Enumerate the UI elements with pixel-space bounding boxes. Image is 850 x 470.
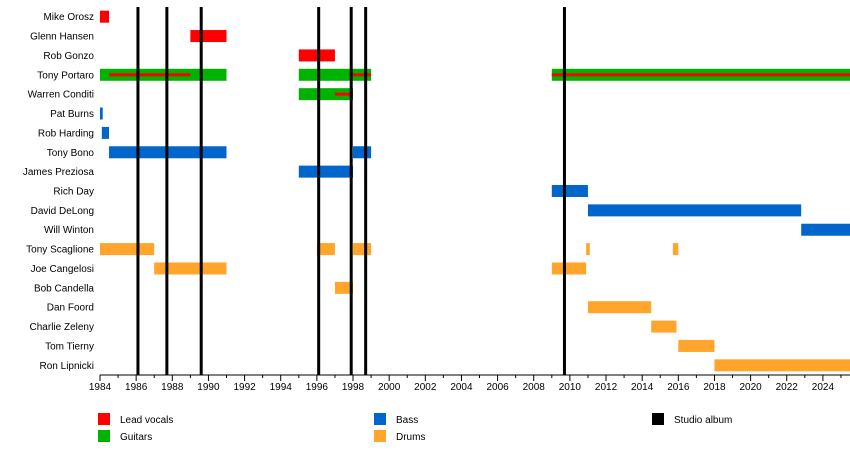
bar-drums [714,359,850,372]
x-tick-label: 1998 [342,382,365,393]
x-tick-label: 1984 [89,382,112,393]
bar-bass [551,185,588,197]
bar-drums [651,320,677,333]
legend-label-drums: Drums [396,432,425,443]
x-tick-label: 2004 [450,382,473,393]
x-tick-label: 2010 [559,382,582,393]
bar-drums [587,301,652,314]
legend: Lead vocals Guitars Bass Drums Studio album [98,413,732,443]
member-label: Tony Portaro [37,70,94,81]
x-tick-label: 2020 [739,382,762,393]
member-label: Rich Day [53,187,94,198]
bar-drums [678,339,715,352]
x-tick-label: 1996 [306,382,329,393]
legend-label-bass: Bass [396,415,418,426]
member-labels: Mike Orosz Glenn Hansen Rob Gonzo Tony Port… [23,12,95,372]
bar-vocals [100,10,110,23]
x-tick-label: 1986 [125,382,148,393]
member-label: James Preziosa [23,167,95,178]
bar-bass [100,107,103,120]
x-tick-label: 1990 [197,382,220,393]
bar-vocals [190,30,227,43]
legend-label-album: Studio album [674,415,732,426]
legend-swatch-guitars [98,430,110,442]
x-tick-label: 1992 [233,382,256,393]
bar-vocals [334,92,354,96]
member-label: Charlie Zeleny [30,322,94,333]
member-label: Tom Tierny [45,341,94,352]
member-label: Glenn Hansen [30,32,94,43]
bar-drums [672,243,679,256]
legend-swatch-vocals [98,413,110,425]
x-tick-label: 2006 [486,382,509,393]
bar-vocals [109,73,191,77]
bar-bass [587,204,802,217]
x-tick-label: 2018 [703,382,726,393]
bar-guitars [298,68,372,81]
bar-drums [316,243,335,256]
x-tick-label: 1988 [161,382,184,393]
x-tick-label: 2002 [414,382,437,393]
member-label: Tony Bono [47,148,95,159]
bar-drums [586,243,590,256]
member-label: Joe Cangelosi [31,264,94,275]
bar-drums [353,243,372,256]
album-lines [136,7,566,375]
x-tick-label: 2014 [631,382,654,393]
legend-label-guitars: Guitars [120,432,152,443]
bar-vocals [298,49,335,62]
member-label: Bob Candella [34,283,94,294]
bar-drums [100,243,155,256]
bar-drums [334,281,354,294]
legend-swatch-bass [374,413,386,425]
member-label: Ron Lipnicki [40,361,94,372]
bar-drums [154,262,227,275]
x-tick-label: 2024 [812,382,835,393]
plot-background [100,7,850,375]
bar-bass [801,223,850,236]
member-label: Tony Scaglione [26,245,94,256]
legend-swatch-drums [374,430,386,442]
member-label: Warren Conditi [28,90,94,101]
x-axis: 1984 1986 1988 1990 1992 1994 1996 1998 2000 2002… [89,374,850,393]
x-tick-label: 2016 [667,382,690,393]
bar-bass [353,146,372,159]
member-label: Rob Harding [38,128,94,139]
member-label: Dan Foord [47,303,94,314]
legend-swatch-album [652,413,664,425]
member-label: David DeLong [31,206,94,217]
member-label: Rob Gonzo [43,51,94,62]
x-tick-label: 2008 [523,382,546,393]
bar-vocals [353,73,372,77]
plot-area [100,7,850,375]
member-label: Pat Burns [50,109,94,120]
member-label: Mike Orosz [43,12,94,23]
bar-vocals [551,73,850,77]
bar-guitars [298,88,354,101]
x-tick-label: 2022 [776,382,799,393]
bar-bass [101,126,110,139]
bar-bass [298,165,354,178]
x-tick-label: 1994 [270,382,293,393]
member-label: Will Winton [44,225,94,236]
x-tick-label: 2000 [378,382,401,393]
bar-drums [551,262,587,275]
legend-label-vocals: Lead vocals [120,415,173,426]
x-tick-label: 2012 [595,382,618,393]
